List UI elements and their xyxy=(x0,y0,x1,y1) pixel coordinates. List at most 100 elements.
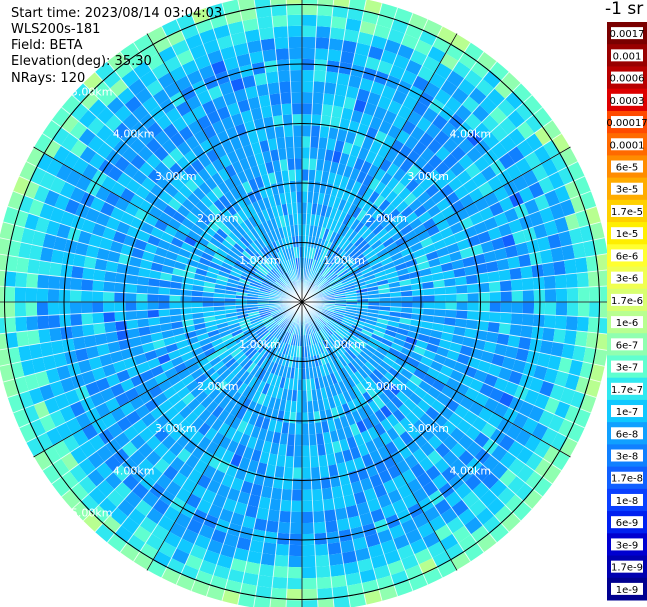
ppi-cell xyxy=(431,211,446,225)
ppi-cell xyxy=(385,351,398,363)
ppi-cell xyxy=(322,340,330,352)
ppi-cell xyxy=(338,237,348,249)
ppi-cell xyxy=(475,78,495,97)
ppi-cell xyxy=(336,267,347,277)
ppi-cell xyxy=(322,228,330,241)
ppi-cell xyxy=(405,411,420,426)
ppi-cell xyxy=(543,120,562,140)
ppi-cell xyxy=(317,262,325,274)
ppi-cell xyxy=(501,356,516,371)
ppi-cell xyxy=(314,275,323,285)
ppi-cell xyxy=(397,44,415,60)
ppi-cell xyxy=(434,302,446,310)
ppi-cell xyxy=(565,273,578,289)
ppi-cell xyxy=(368,177,381,191)
ppi-cell xyxy=(453,326,466,337)
ppi-cell xyxy=(445,43,465,62)
ppi-cell xyxy=(568,359,584,377)
ppi-cell xyxy=(409,49,428,66)
colorbar-label: 6e-9 xyxy=(616,518,639,529)
ppi-cell xyxy=(391,362,404,374)
ppi-cell xyxy=(422,373,436,387)
ppi-cell xyxy=(356,382,367,395)
ppi-cell xyxy=(435,442,451,459)
ppi-cell xyxy=(498,366,513,382)
ppi-cell xyxy=(340,353,351,365)
ppi-cell xyxy=(323,82,337,95)
ppi-cell xyxy=(377,60,394,76)
ppi-cell xyxy=(378,252,391,262)
ppi-cell xyxy=(337,223,347,236)
ppi-cell xyxy=(342,378,352,391)
ppi-cell xyxy=(451,499,469,517)
ppi-cell xyxy=(496,333,510,346)
ppi-cell xyxy=(434,161,450,177)
ppi-cell xyxy=(336,327,347,337)
ppi-cell xyxy=(368,219,381,232)
ppi-cell xyxy=(337,211,348,224)
ppi-cell xyxy=(347,203,358,216)
ppi-cell xyxy=(357,196,369,210)
ppi-cell xyxy=(539,206,555,224)
ppi-cell xyxy=(435,219,450,232)
ppi-cell xyxy=(563,329,577,346)
ppi-cell xyxy=(534,393,550,410)
ppi-cell xyxy=(375,228,388,240)
ppi-cell xyxy=(313,273,321,284)
ppi-cell xyxy=(364,56,381,71)
ppi-cell xyxy=(400,518,418,535)
ppi-cell xyxy=(316,15,333,28)
ppi-cell xyxy=(423,302,435,309)
ppi-cell xyxy=(420,147,436,163)
ppi-cell xyxy=(340,225,351,238)
ppi-cell xyxy=(378,198,391,212)
ppi-cell xyxy=(302,47,316,60)
colorbar-label: 1.7e-9 xyxy=(611,563,643,574)
ppi-cell xyxy=(553,328,566,344)
ppi-cell xyxy=(395,200,409,214)
ppi-cell xyxy=(351,250,363,261)
ppi-cell xyxy=(379,431,393,446)
ppi-cell xyxy=(555,288,568,302)
ppi-cell xyxy=(334,248,344,260)
ppi-cell xyxy=(379,185,393,199)
ppi-cell xyxy=(372,223,385,236)
ppi-cell xyxy=(494,343,508,357)
ppi-cell xyxy=(577,286,590,302)
ppi-cell xyxy=(368,400,380,414)
ppi-cell xyxy=(429,360,444,373)
ppi-cell xyxy=(434,427,450,443)
ppi-cell xyxy=(445,542,465,561)
ppi-cell xyxy=(316,317,326,327)
ppi-cell xyxy=(477,230,492,244)
ppi-cell xyxy=(565,315,578,331)
ppi-cell xyxy=(563,258,577,275)
ppi-cell xyxy=(547,354,562,371)
ppi-cell xyxy=(522,169,539,187)
colorbar-label: 0.0001 xyxy=(610,140,645,151)
ppi-cell xyxy=(326,272,337,282)
ppi-cell xyxy=(507,334,521,348)
ppi-cell xyxy=(499,451,517,469)
ppi-cell xyxy=(542,445,561,465)
ppi-cell xyxy=(400,368,414,380)
ppi-cell xyxy=(568,227,584,245)
ppi-cell xyxy=(440,331,454,343)
ppi-cell xyxy=(561,244,575,261)
ppi-cell xyxy=(368,297,380,302)
ppi-cell xyxy=(412,170,428,185)
ppi-cell xyxy=(346,7,365,21)
ppi-cell xyxy=(318,329,327,341)
ppi-cell xyxy=(533,440,551,459)
ppi-cell xyxy=(357,367,369,380)
ppi-cell xyxy=(390,342,403,353)
ppi-cell xyxy=(324,254,333,265)
ppi-cell xyxy=(500,302,512,313)
ppi-cell xyxy=(391,90,408,106)
ppi-cell xyxy=(505,494,524,513)
ppi-cell xyxy=(324,269,334,279)
ppi-cell xyxy=(508,370,523,386)
ppi-cell xyxy=(508,457,526,476)
ppi-cell xyxy=(386,324,399,333)
ppi-cell xyxy=(477,51,497,71)
